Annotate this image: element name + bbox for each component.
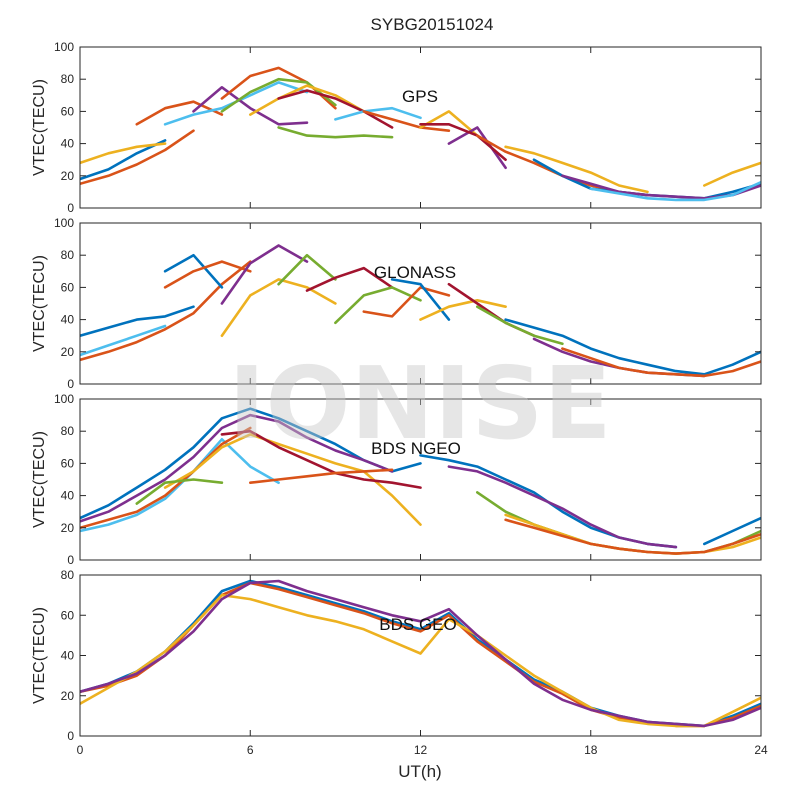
series-line-21 xyxy=(589,180,761,202)
y-tick-label: 40 xyxy=(61,649,75,663)
x-tick-label: 6 xyxy=(247,743,254,757)
series-line-3 xyxy=(80,260,252,362)
y-tick-label: 80 xyxy=(61,72,75,86)
figure-title: SYBG20151024 xyxy=(371,15,494,34)
series-line-22 xyxy=(702,161,761,187)
series-line-13 xyxy=(362,110,451,132)
series-line-18 xyxy=(561,347,761,378)
y-tick-label: 20 xyxy=(61,521,75,535)
x-tick-label: 0 xyxy=(77,743,84,757)
x-tick-label: 12 xyxy=(414,743,428,757)
series-line-13 xyxy=(419,298,507,321)
chart-panel-3: 0 20 40 60 80 100 VTEC(TECU) BDS NGEO xyxy=(31,392,762,567)
constellation-annotation: GPS xyxy=(402,87,438,106)
y-tick-label: 80 xyxy=(61,248,75,262)
constellation-annotation: BDS NGEO xyxy=(371,439,461,458)
series-line-11 xyxy=(277,126,394,139)
y-tick-label: 40 xyxy=(61,137,75,151)
series-line-6 xyxy=(220,244,309,305)
series-line-2 xyxy=(80,413,394,523)
chart-panel-4: 0 20 40 60 80 0 6 12 18 24 VTEC(TECU) BDS GEO xyxy=(31,568,768,757)
series-line-11 xyxy=(362,286,451,318)
y-tick-label: 40 xyxy=(61,489,75,503)
x-tick-label: 18 xyxy=(584,743,598,757)
series-group xyxy=(80,244,761,378)
series-group xyxy=(80,407,761,555)
series-line-16 xyxy=(504,318,761,376)
series-line-9 xyxy=(305,266,394,292)
series-line-12 xyxy=(390,278,451,321)
series-line-4 xyxy=(135,100,224,126)
series-line-7 xyxy=(220,278,337,338)
series-line-3 xyxy=(80,593,761,728)
y-tick-label: 60 xyxy=(61,608,75,622)
series-line-16 xyxy=(419,123,507,161)
chart-panel-1: 0 20 40 60 80 100 VTEC(TECU) GPS xyxy=(31,40,762,215)
y-tick-label: 100 xyxy=(54,392,74,406)
series-line-14 xyxy=(447,282,536,338)
series-line-2 xyxy=(80,324,167,357)
y-axis-label: VTEC(TECU) xyxy=(31,79,48,176)
y-tick-label: 60 xyxy=(61,456,75,470)
series-line-13 xyxy=(504,518,761,555)
series-line-18 xyxy=(504,145,649,194)
y-tick-label: 60 xyxy=(61,104,75,118)
series-line-4 xyxy=(80,426,252,530)
series-line-6 xyxy=(135,478,224,505)
series-line-1 xyxy=(80,139,167,181)
y-tick-label: 0 xyxy=(67,201,74,215)
y-axis-label: VTEC(TECU) xyxy=(31,431,48,528)
series-line-9 xyxy=(249,84,366,116)
series-line-10 xyxy=(447,465,678,549)
constellation-annotation: BDS GEO xyxy=(379,615,456,634)
watermark-text: IONISE xyxy=(228,345,611,462)
series-group xyxy=(80,579,761,728)
series-line-1 xyxy=(80,305,195,338)
y-axis-label: VTEC(TECU) xyxy=(31,255,48,352)
y-tick-label: 40 xyxy=(61,313,75,327)
series-line-15 xyxy=(447,126,507,170)
series-line-6 xyxy=(192,86,309,126)
y-tick-label: 20 xyxy=(61,345,75,359)
y-tick-label: 20 xyxy=(61,169,75,183)
plot-frame xyxy=(79,574,762,737)
y-tick-label: 80 xyxy=(61,568,75,582)
series-line-7 xyxy=(220,66,337,110)
series-line-8 xyxy=(249,468,394,485)
series-line-14 xyxy=(419,110,479,137)
y-tick-label: 0 xyxy=(67,377,74,391)
y-tick-label: 20 xyxy=(61,689,75,703)
y-tick-label: 100 xyxy=(54,216,74,230)
constellation-annotation: GLONASS xyxy=(374,263,456,282)
x-axis-label: UT(h) xyxy=(398,762,441,781)
series-line-3 xyxy=(80,142,167,165)
y-tick-label: 0 xyxy=(67,553,74,567)
series-line-4 xyxy=(163,253,224,289)
y-axis-label: VTEC(TECU) xyxy=(31,607,48,704)
y-tick-label: 100 xyxy=(54,40,74,54)
chart-panel-2: 0 20 40 60 80 100 VTEC(TECU) GLONASS xyxy=(31,216,762,391)
x-tick-label: 24 xyxy=(754,743,768,757)
series-line-8 xyxy=(277,253,337,286)
series-line-5 xyxy=(163,433,422,526)
series-line-10 xyxy=(277,89,394,129)
y-tick-label: 60 xyxy=(61,280,75,294)
series-line-10 xyxy=(334,286,422,325)
series-line-2 xyxy=(80,129,195,186)
y-tick-label: 0 xyxy=(67,729,74,743)
series-line-12 xyxy=(334,106,422,121)
series-line-15 xyxy=(475,305,564,346)
series-group xyxy=(80,66,761,202)
series-line-7 xyxy=(220,429,422,489)
series-line-5 xyxy=(163,260,252,289)
y-tick-label: 80 xyxy=(61,424,75,438)
series-line-14 xyxy=(702,516,761,546)
series-line-4 xyxy=(80,579,761,728)
